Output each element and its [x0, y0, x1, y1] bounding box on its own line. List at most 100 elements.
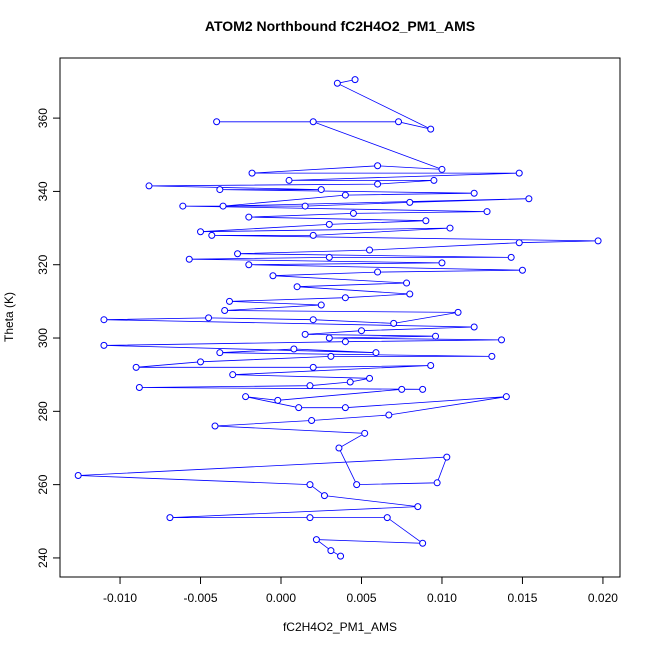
point: [525, 195, 533, 203]
point: [317, 301, 325, 309]
point: [132, 363, 140, 371]
point: [145, 182, 153, 190]
point: [372, 349, 380, 357]
y-tick-label: 240: [36, 548, 50, 568]
x-axis-label: fC2H4O2_PM1_AMS: [283, 620, 397, 634]
point: [422, 217, 430, 225]
point: [438, 259, 446, 267]
point: [219, 202, 227, 210]
point: [135, 384, 143, 392]
point: [245, 261, 253, 269]
y-tick-label: 320: [36, 254, 50, 274]
point: [341, 191, 349, 199]
y-tick-label: 280: [36, 401, 50, 421]
point: [327, 352, 335, 360]
point: [306, 382, 314, 390]
point: [419, 385, 427, 393]
point: [216, 186, 224, 194]
point: [427, 362, 435, 370]
point: [216, 349, 224, 357]
point: [325, 220, 333, 228]
point: [293, 283, 301, 291]
point: [306, 481, 314, 489]
x-tick-label: -0.005: [184, 591, 218, 605]
point: [470, 189, 478, 197]
point: [211, 422, 219, 430]
point: [385, 411, 393, 419]
point: [242, 393, 250, 401]
point: [335, 444, 343, 452]
point: [309, 363, 317, 371]
point: [179, 202, 187, 210]
point: [285, 176, 293, 184]
point: [290, 345, 298, 353]
y-tick-label: 300: [36, 328, 50, 348]
point: [317, 186, 325, 194]
x-tick-label: 0.020: [588, 591, 618, 605]
point: [432, 332, 440, 340]
point: [374, 180, 382, 188]
point: [366, 374, 374, 382]
point: [427, 125, 435, 133]
point: [341, 404, 349, 412]
point: [309, 231, 317, 239]
point: [234, 250, 242, 258]
x-tick-label: 0.010: [427, 591, 457, 605]
point: [309, 118, 317, 126]
point: [430, 176, 438, 184]
point: [245, 213, 253, 221]
point: [419, 539, 427, 547]
point: [361, 429, 369, 437]
point: [301, 202, 309, 210]
point: [308, 416, 316, 424]
point: [309, 316, 317, 324]
point: [515, 239, 523, 247]
point: [594, 237, 602, 245]
point: [366, 246, 374, 254]
point: [306, 514, 314, 522]
point: [357, 327, 365, 335]
point: [320, 492, 328, 500]
point: [346, 378, 354, 386]
point: [374, 268, 382, 276]
point: [390, 319, 398, 327]
x-tick-label: -0.010: [103, 591, 137, 605]
point: [518, 266, 526, 274]
point: [498, 336, 506, 344]
point: [185, 255, 193, 263]
point: [483, 208, 491, 216]
point: [383, 514, 391, 522]
point: [515, 169, 523, 177]
point: [197, 358, 205, 366]
point: [221, 307, 229, 315]
y-tick-label: 260: [36, 474, 50, 494]
x-tick-label: 0.015: [507, 591, 537, 605]
point: [438, 165, 446, 173]
point: [502, 393, 510, 401]
point: [208, 231, 216, 239]
point: [333, 79, 341, 87]
point: [74, 471, 82, 479]
point: [406, 198, 414, 206]
point: [470, 323, 478, 331]
point: [295, 404, 303, 412]
point: [269, 272, 277, 280]
point: [229, 371, 237, 379]
point: [398, 385, 406, 393]
point: [374, 162, 382, 170]
point: [349, 209, 357, 217]
point: [301, 330, 309, 338]
point: [395, 118, 403, 126]
y-tick-label: 340: [36, 181, 50, 201]
chart-title: ATOM2 Northbound fC2H4O2_PM1_AMS: [205, 18, 475, 34]
point: [341, 338, 349, 346]
point: [406, 290, 414, 298]
point: [205, 314, 213, 322]
point: [325, 253, 333, 261]
x-tick-label: 0.000: [266, 591, 296, 605]
point: [325, 334, 333, 342]
point: [327, 547, 335, 555]
point: [100, 341, 108, 349]
series-line: [78, 79, 599, 557]
